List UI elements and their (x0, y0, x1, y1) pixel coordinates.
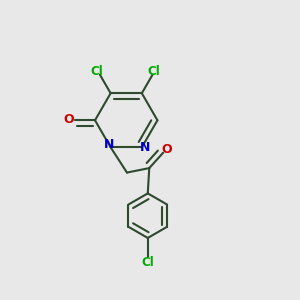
Text: N: N (104, 138, 114, 151)
Text: Cl: Cl (141, 256, 154, 268)
Text: O: O (64, 113, 74, 126)
Text: Cl: Cl (148, 65, 160, 78)
Text: O: O (162, 143, 172, 156)
Text: N: N (140, 141, 150, 154)
Text: Cl: Cl (91, 65, 103, 78)
